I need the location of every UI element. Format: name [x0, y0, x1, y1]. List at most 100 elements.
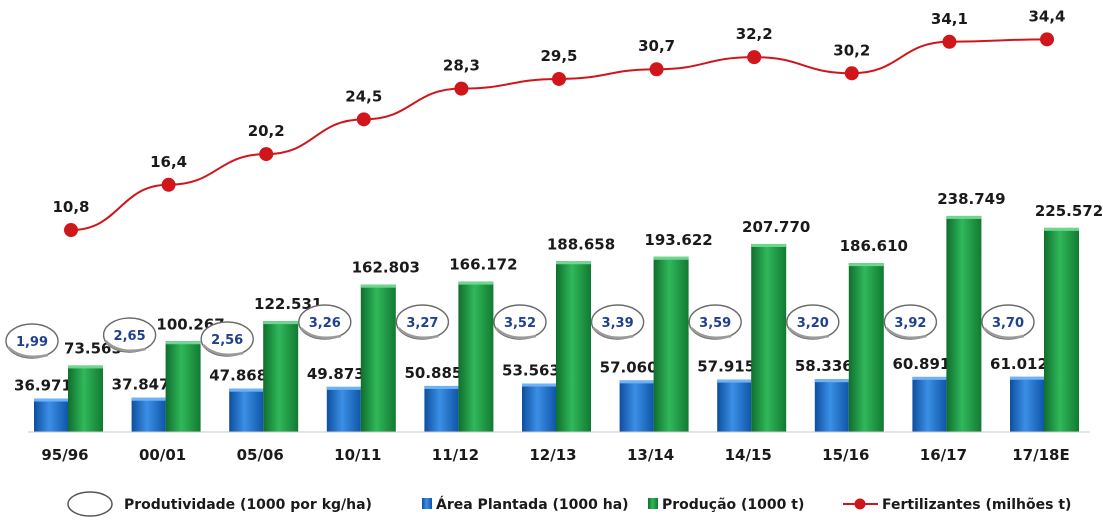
fertilizer-line-layer: 10,8 16,4 20,2 24,5 28,3 29,5 30,7 32,2 30,2 34,1…: [52, 7, 1066, 238]
bar-production: [1044, 227, 1079, 432]
bar-area-label: 47.868: [209, 367, 267, 385]
bar-area-cap: [229, 388, 264, 392]
bar-production-cap: [556, 261, 591, 265]
bar-area-cap: [34, 398, 68, 402]
bar-area-label: 61.012: [990, 355, 1048, 373]
bar-area: [34, 398, 68, 432]
legend-swatch-producao: [648, 498, 658, 509]
fertilizer-point: [552, 71, 566, 86]
category-label: 17/18E: [1012, 446, 1069, 464]
bar-production: [165, 341, 201, 432]
bar-area: [619, 380, 654, 432]
bar-area: [131, 397, 166, 432]
bar-area: [717, 379, 752, 432]
productivity-ellipse-shadow: [495, 327, 537, 339]
bar-production-cap: [458, 281, 494, 285]
productivity-label: 3,39: [602, 316, 634, 331]
bar-production-cap: [68, 365, 103, 369]
fertilizer-point: [356, 112, 371, 127]
fertilizer-label: 30,2: [833, 41, 870, 59]
bar-area-cap: [619, 380, 654, 384]
bar-area-cap: [814, 379, 849, 383]
fertilizer-point: [1040, 32, 1054, 47]
fertilizer-label: 10,8: [52, 198, 89, 216]
productivity-label: 2,56: [211, 333, 243, 348]
productivity-ellipse-shadow: [885, 327, 927, 339]
bar-production-cap: [360, 284, 396, 288]
fertilizer-label: 32,2: [736, 25, 773, 43]
productivity-label: 3,27: [406, 316, 438, 331]
productivity-label: 3,26: [309, 316, 341, 331]
legend-swatch-fertilizantes-marker: [854, 498, 866, 510]
fertilizer-point: [161, 177, 176, 192]
fertilizer-point: [942, 34, 957, 49]
bar-area-label: 50.885: [404, 364, 462, 382]
fertilizer-label: 30,7: [638, 37, 675, 55]
fertilizer-label: 28,3: [443, 57, 480, 75]
legend-label-producao: Produção (1000 t): [662, 497, 804, 513]
fertilizer-label: 29,5: [540, 47, 577, 65]
fertilizer-label: 24,5: [345, 87, 382, 105]
category-label: 95/96: [41, 446, 88, 464]
bar-area-cap: [912, 376, 947, 380]
productivity-label: 3,70: [992, 316, 1024, 331]
fertilizer-point: [454, 81, 469, 96]
bar-production-label: 207.770: [742, 218, 810, 236]
fertilizer-point: [649, 62, 664, 77]
productivity-ellipse-shadow: [787, 327, 830, 339]
bar-production-label: 166.172: [449, 256, 517, 274]
bar-production-label: 225.572: [1035, 202, 1103, 220]
legend-item-produtividade: Produtividade (1000 por kg/ha): [67, 491, 372, 517]
bar-production: [946, 215, 982, 432]
bar-production-cap: [848, 263, 884, 267]
bar-production-label: 186.610: [840, 237, 908, 255]
productivity-label: 3,20: [797, 316, 829, 331]
bar-production-label: 193.622: [644, 231, 712, 249]
bar-area-cap: [326, 386, 361, 390]
legend-item-area: Área Plantada (1000 ha): [422, 496, 629, 513]
bar-production: [751, 243, 787, 432]
bar-production-cap: [946, 215, 982, 219]
category-label: 10/11: [334, 446, 381, 464]
bar-area-label: 60.891: [892, 355, 950, 373]
bar-area: [424, 385, 459, 432]
bar-area-label: 37.847: [112, 376, 170, 394]
fertilizer-label: 34,4: [1028, 7, 1065, 25]
fertilizer-point: [844, 66, 859, 81]
productivity-ellipse-shadow: [690, 327, 732, 339]
fertilizer-point: [64, 223, 78, 238]
bar-area-cap: [424, 385, 459, 389]
productivity-ellipse-shadow: [7, 346, 49, 358]
bar-production: [68, 365, 103, 432]
category-label: 12/13: [529, 446, 576, 464]
legend-label-fertilizantes: Fertilizantes (milhões t): [882, 497, 1071, 513]
bar-area-cap: [131, 397, 166, 401]
productivity-label: 1,99: [16, 335, 48, 350]
legend-label-area: Área Plantada (1000 ha): [436, 496, 629, 513]
category-label: 11/12: [432, 446, 479, 464]
bar-area-cap: [522, 383, 556, 387]
bar-production-cap: [263, 321, 299, 325]
category-label: 16/17: [920, 446, 967, 464]
fertilizer-line: [70, 38, 1048, 232]
category-label: 14/15: [725, 446, 772, 464]
bar-area: [912, 376, 947, 432]
legend: Produtividade (1000 por kg/ha) Área Plan…: [67, 491, 1071, 517]
bar-area: [1010, 376, 1044, 432]
fertilizer-label: 34,1: [931, 10, 968, 28]
bars-layer: 36.97173.56537.847100.26747.868122.53149…: [14, 190, 1103, 432]
productivity-ellipse-shadow: [104, 340, 146, 352]
bar-production-label: 188.658: [547, 235, 615, 253]
bar-production-label: 122.531: [254, 295, 322, 313]
fertilizer-point: [259, 147, 274, 162]
bar-production-cap: [653, 256, 689, 260]
category-label: 15/16: [822, 446, 869, 464]
category-label: 13/14: [627, 446, 674, 464]
bar-production: [263, 321, 299, 432]
bar-area-label: 57.060: [600, 358, 658, 376]
productivity-ellipse-shadow: [983, 327, 1025, 339]
bar-area-label: 57.915: [697, 358, 755, 376]
bar-production: [458, 281, 494, 432]
bar-area-label: 36.971: [14, 377, 72, 395]
productivity-ellipse-shadow: [202, 344, 244, 356]
